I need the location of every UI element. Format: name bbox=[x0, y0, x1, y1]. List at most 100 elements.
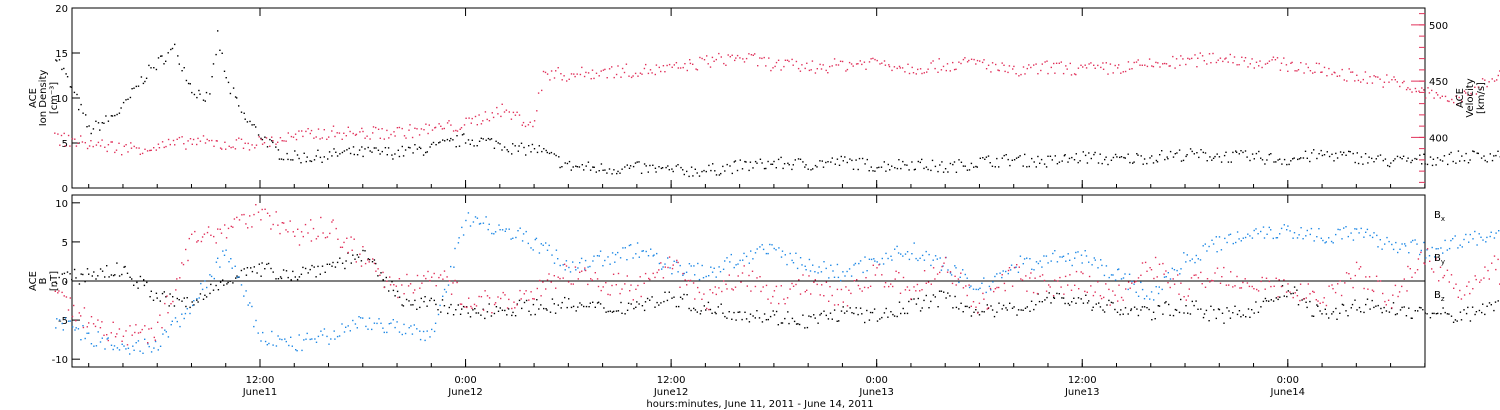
data-point bbox=[148, 345, 150, 348]
data-point bbox=[1071, 301, 1073, 303]
data-point bbox=[1442, 276, 1444, 279]
data-point bbox=[804, 265, 806, 267]
data-point bbox=[1022, 263, 1024, 265]
data-point bbox=[1067, 284, 1069, 286]
data-point bbox=[285, 270, 288, 272]
data-point bbox=[765, 284, 768, 287]
data-point bbox=[793, 320, 796, 323]
data-point bbox=[538, 145, 540, 147]
data-point bbox=[831, 294, 833, 297]
data-point bbox=[163, 291, 165, 293]
data-point bbox=[375, 262, 377, 265]
data-point bbox=[831, 65, 833, 67]
data-point bbox=[1401, 158, 1403, 160]
data-point bbox=[1317, 305, 1319, 307]
data-point bbox=[1059, 256, 1061, 258]
data-point bbox=[1351, 303, 1354, 306]
data-point bbox=[517, 230, 519, 232]
data-point bbox=[1097, 267, 1099, 269]
data-point bbox=[1140, 309, 1142, 311]
data-point bbox=[1377, 280, 1379, 282]
data-point bbox=[414, 127, 416, 129]
data-point bbox=[950, 274, 953, 276]
data-point bbox=[429, 336, 431, 338]
data-point bbox=[112, 321, 114, 323]
data-point bbox=[1062, 255, 1065, 257]
data-point bbox=[71, 315, 74, 318]
data-point bbox=[925, 250, 927, 253]
data-point bbox=[264, 136, 266, 138]
data-point bbox=[822, 166, 825, 168]
data-point bbox=[1384, 300, 1386, 303]
bottom-left-label-line-1: ACE bbox=[28, 271, 39, 291]
data-point bbox=[878, 264, 880, 266]
data-point bbox=[810, 293, 812, 295]
data-point bbox=[1223, 266, 1225, 269]
data-point bbox=[864, 321, 866, 324]
data-point bbox=[1054, 279, 1056, 281]
data-point bbox=[435, 303, 437, 306]
data-point bbox=[1281, 163, 1283, 165]
data-point bbox=[54, 132, 56, 134]
data-point bbox=[828, 277, 830, 279]
data-point bbox=[736, 54, 739, 57]
data-point bbox=[555, 249, 558, 251]
data-point bbox=[1125, 288, 1127, 290]
data-point bbox=[1030, 300, 1033, 302]
data-point bbox=[1437, 248, 1439, 250]
data-point bbox=[1193, 274, 1195, 276]
data-point bbox=[814, 72, 817, 74]
data-point bbox=[913, 286, 915, 288]
data-point bbox=[780, 156, 782, 159]
data-point bbox=[1233, 56, 1236, 58]
data-point bbox=[313, 266, 315, 268]
data-point bbox=[126, 272, 129, 274]
data-point bbox=[975, 165, 977, 168]
data-point bbox=[1235, 150, 1237, 152]
data-point bbox=[1341, 68, 1343, 71]
data-point bbox=[1180, 282, 1182, 284]
data-point bbox=[163, 63, 165, 65]
data-point bbox=[838, 164, 841, 166]
data-point bbox=[223, 254, 226, 256]
data-point bbox=[1480, 157, 1483, 159]
data-point bbox=[1435, 164, 1437, 166]
data-point bbox=[852, 65, 854, 67]
data-point bbox=[463, 133, 465, 135]
data-point bbox=[215, 261, 218, 263]
data-point bbox=[872, 170, 874, 172]
data-point bbox=[1497, 74, 1499, 77]
data-point bbox=[602, 265, 604, 267]
data-point bbox=[1360, 227, 1362, 230]
data-point bbox=[1086, 302, 1089, 304]
data-point bbox=[1110, 274, 1113, 276]
data-point bbox=[745, 57, 748, 60]
data-point bbox=[942, 65, 945, 68]
data-point bbox=[874, 260, 876, 262]
data-point bbox=[624, 283, 626, 285]
data-point bbox=[1185, 305, 1187, 307]
data-point bbox=[1202, 151, 1204, 154]
data-point bbox=[1261, 159, 1264, 161]
data-point bbox=[876, 167, 878, 169]
data-point bbox=[594, 272, 596, 274]
data-point bbox=[884, 282, 887, 284]
data-point bbox=[871, 311, 874, 314]
data-point bbox=[944, 168, 947, 170]
data-point bbox=[184, 312, 187, 315]
data-point bbox=[761, 321, 764, 323]
data-point bbox=[1391, 243, 1393, 246]
bottom-left-axis-label: ACE B [nT] bbox=[28, 271, 60, 291]
data-point bbox=[351, 249, 353, 251]
data-point bbox=[1158, 305, 1161, 307]
data-point bbox=[275, 345, 278, 347]
data-point bbox=[186, 308, 188, 310]
data-point bbox=[468, 297, 470, 299]
data-point bbox=[1349, 151, 1351, 153]
data-point bbox=[234, 96, 237, 98]
data-point bbox=[1261, 66, 1263, 69]
data-point bbox=[932, 60, 934, 62]
data-point bbox=[161, 292, 164, 295]
data-point bbox=[212, 63, 215, 65]
data-point bbox=[662, 65, 665, 67]
